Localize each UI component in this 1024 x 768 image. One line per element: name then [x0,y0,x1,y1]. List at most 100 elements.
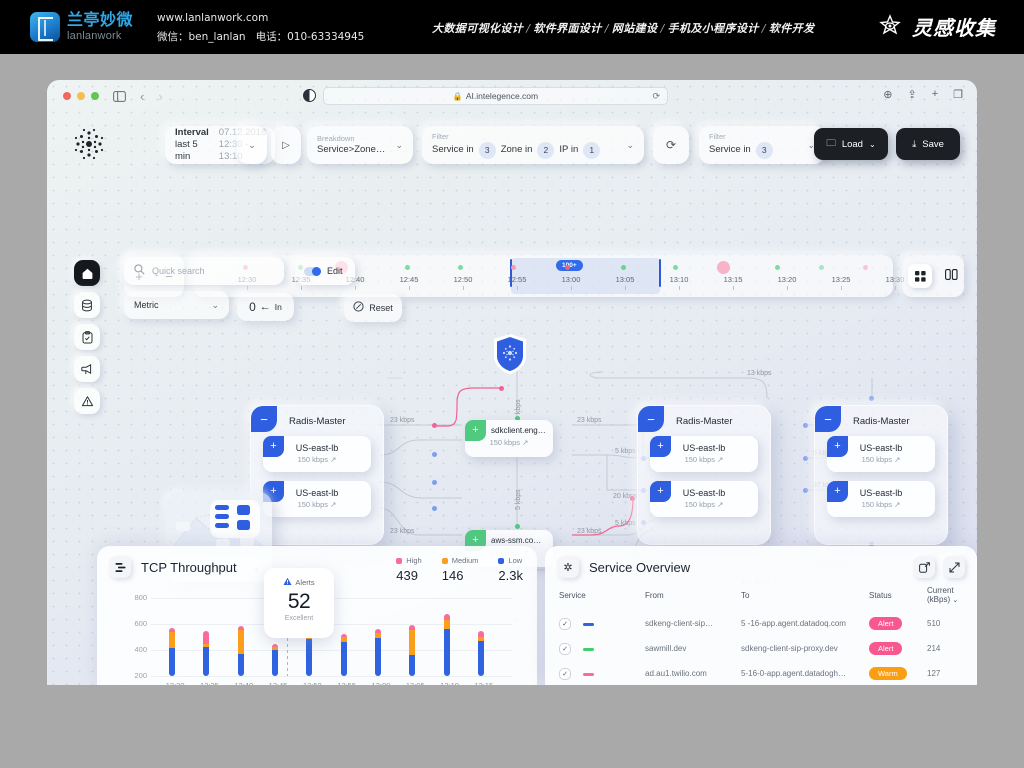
filter-service-count[interactable]: 3 [478,141,496,159]
graph-port-dot[interactable] [630,496,635,501]
graph-port-dot[interactable] [432,480,437,485]
table-row[interactable]: ✓ sdkeng-client-sip… 5 -16-app.agent.datad… [559,611,963,636]
chart-bar[interactable] [272,644,279,676]
group-header[interactable]: − Radis-Master [815,406,947,436]
cell-service[interactable]: ✓ [559,611,645,636]
cell-service[interactable]: ✓ [559,636,645,661]
shield-node[interactable] [490,332,530,376]
filter-ip-count[interactable]: 1 [583,141,601,159]
graph-port-dot[interactable] [499,386,504,391]
node-expand-button[interactable]: + [263,436,284,457]
download-icon[interactable]: ⊕ [883,89,893,101]
save-button[interactable]: ⤓ Save [896,128,960,160]
url-bar[interactable]: 🔒 AI.intelegence.com ⟳ [323,87,668,105]
col-current[interactable]: Current (kBps) ⌄ [927,586,959,604]
group-collapse-button[interactable]: − [638,406,664,432]
node-card[interactable]: + US-east-lb 150 kbps ↗ [263,436,371,472]
timeline-handle-left[interactable] [510,259,512,287]
gear-icon[interactable]: ✲ [557,556,579,578]
table-row[interactable]: ✓ ad.au1.twilio.com 5-16-0-app.agent.datad… [559,661,963,685]
col-to[interactable]: To [741,590,750,600]
graph-port-dot[interactable] [803,423,808,428]
row-checkbox[interactable]: ✓ [559,642,571,655]
alerts-tooltip[interactable]: Alerts 52 Excellent [264,568,334,638]
share-icon[interactable]: ⇪ [907,89,917,101]
node-expand-button[interactable]: + [827,481,848,502]
timeline-event-dot[interactable] [511,265,516,270]
timeline-selection[interactable] [511,258,660,294]
col-service[interactable]: Service [559,590,586,600]
graph-port-dot[interactable] [432,506,437,511]
reload-icon[interactable]: ⟳ [652,90,660,101]
group-collapse-button[interactable]: − [251,406,277,432]
legend-item-medium[interactable]: Medium 146 [441,556,478,583]
chrome-actions[interactable]: ⊕ ⇪ + ❐ [883,88,963,101]
graph-port-dot[interactable] [803,456,808,461]
sidebar-toggle-icon[interactable] [113,90,126,102]
row-checkbox[interactable]: ✓ [559,667,571,680]
graph-port-dot[interactable] [432,452,437,457]
maximize-window-button[interactable] [91,92,99,100]
tabs-icon[interactable]: ❐ [953,89,963,101]
interval-dropdown-button[interactable]: ⌄ [237,126,267,164]
chart-bar[interactable] [409,625,416,676]
node-card[interactable]: + US-east-lb 150 kbps ↗ [263,481,371,517]
table-row[interactable]: ✓ sawmill.dev sdkeng-client-sip-proxy.dev A… [559,636,963,661]
search-input[interactable]: Quick search [124,257,284,285]
node-expand-button[interactable]: + [650,436,671,457]
legend-item-low[interactable]: Low 2.3k [498,556,523,583]
view-mode-switch[interactable] [902,255,964,297]
sidebar-item-database[interactable] [74,292,100,318]
toggle-switch-icon[interactable] [304,266,321,276]
sidebar-item-home[interactable] [74,260,100,286]
group-node[interactable]: − Radis-Master + US-east-lb 150 kbps ↗ +… [814,405,948,545]
open-external-icon[interactable] [913,556,935,578]
filter-group[interactable]: Filter Service in 3 Zone in 2 IP in 1 ⌄ [422,126,644,164]
close-window-button[interactable] [63,92,71,100]
chart-bar[interactable] [237,625,244,676]
group-header[interactable]: − Radis-Master [638,406,770,436]
chart-bar[interactable] [443,614,450,676]
tcp-chart[interactable]: 800 600 400 200 12:3012:3512:4012:4512:5… [127,572,512,685]
sidebar-item-megaphone[interactable] [74,356,100,382]
timeline-event-dot[interactable] [565,265,570,270]
group-collapse-button[interactable]: − [815,406,841,432]
node-card[interactable]: + US-east-lb 150 kbps ↗ [650,436,758,472]
chart-icon[interactable] [109,556,131,578]
window-controls[interactable] [63,92,99,100]
node-expand-button[interactable]: + [650,481,671,502]
graph-port-dot[interactable] [432,423,437,428]
chart-bar[interactable] [169,627,176,676]
left-rail[interactable] [74,260,100,420]
group-node[interactable]: − Radis-Master + US-east-lb 150 kbps ↗ +… [637,405,771,545]
col-from[interactable]: From [645,590,664,600]
filter-secondary[interactable]: Filter Service in 3 ⌄ [699,126,825,164]
row-checkbox[interactable]: ✓ [559,617,571,630]
timeline-event-dot[interactable] [458,265,463,270]
group-node[interactable]: − Radis-Master + US-east-lb 150 kbps ↗ +… [250,405,384,545]
node-expand-button[interactable]: + [827,436,848,457]
col-status[interactable]: Status [869,590,892,600]
minimap-viewport[interactable] [210,500,260,538]
timeline-event-dot[interactable] [819,265,824,270]
forward-button[interactable]: › [158,88,163,104]
group-header[interactable]: − Radis-Master [251,406,383,436]
graph-port-dot[interactable] [869,396,874,401]
load-button[interactable]: 🗀 Load ⌄ [814,128,888,160]
timeline-event-dot[interactable] [717,261,730,274]
graph-port-dot[interactable] [803,488,808,493]
theme-toggle-icon[interactable] [303,89,316,102]
breakdown-select[interactable]: Breakdown Service>Zone… ⌄ [307,126,413,164]
node-card[interactable]: + US-east-lb 150 kbps ↗ [827,481,935,517]
timeline-event-dot[interactable] [775,265,780,270]
chart-bar[interactable] [203,631,210,676]
timeline-handle-right[interactable] [659,259,661,287]
node-expand-button[interactable]: + [465,530,486,551]
service-node[interactable]: + sdkclient.eng… 150 kbps ↗ [465,420,553,457]
legend-item-high[interactable]: High 439 [396,556,422,583]
edit-toggle[interactable]: Edit [295,257,355,285]
reset-button[interactable]: Reset [344,294,402,322]
play-button[interactable]: ▷ [271,126,301,164]
back-button[interactable]: ‹ [140,88,145,104]
sidebar-item-clipboard[interactable] [74,324,100,350]
